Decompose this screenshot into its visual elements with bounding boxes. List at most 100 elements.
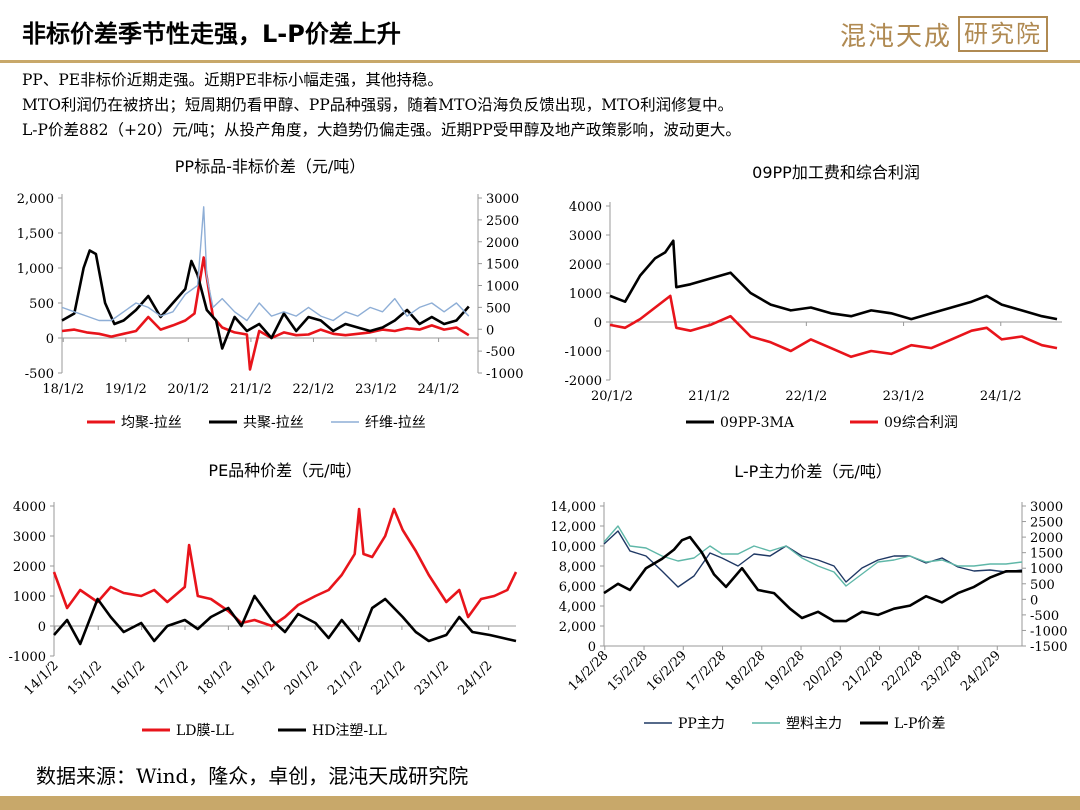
x-tick-label: 16/1/2 bbox=[108, 658, 148, 698]
y-tick-label-left: 0 bbox=[588, 640, 596, 655]
y-tick-label-right: 500 bbox=[486, 301, 511, 316]
x-tick-label: 20/1/2 bbox=[167, 382, 209, 397]
x-tick-label: 20/1/2 bbox=[591, 389, 633, 404]
x-tick-label: 17/1/2 bbox=[152, 658, 192, 698]
x-tick-label: 14/2/28 bbox=[566, 648, 612, 694]
legend-label: 均聚-拉丝 bbox=[121, 415, 182, 431]
y-tick-label-left: 1000 bbox=[569, 287, 602, 302]
y-tick-label-left: 500 bbox=[29, 297, 54, 312]
x-tick-label: 20/1/2 bbox=[282, 658, 322, 698]
y-tick-label-left: 8,000 bbox=[559, 560, 596, 575]
series-line-0 bbox=[603, 530, 1023, 588]
y-tick-label-left: 1,000 bbox=[17, 262, 54, 277]
brand-logo: 混沌天成 研究院 bbox=[840, 12, 1060, 56]
y-tick-label-left: 1000 bbox=[13, 590, 46, 605]
legend-label: PP主力 bbox=[678, 716, 725, 732]
x-tick-label: 24/1/2 bbox=[455, 658, 495, 698]
y-tick-label-left: 6,000 bbox=[559, 580, 596, 595]
y-tick-label-right: 0 bbox=[486, 323, 494, 338]
x-tick-label: 21/1/2 bbox=[688, 389, 730, 404]
x-tick-label: 23/1/2 bbox=[355, 382, 397, 397]
chart-title: PP标品-非标价差（元/吨） bbox=[175, 157, 365, 176]
y-tick-label-left: 3000 bbox=[569, 229, 602, 244]
x-tick-label: 24/2/29 bbox=[958, 648, 1004, 694]
x-tick-label: 22/1/2 bbox=[785, 389, 827, 404]
x-tick-label: 21/1/2 bbox=[230, 382, 272, 397]
x-tick-label: 19/1/2 bbox=[238, 658, 278, 698]
y-tick-label-left: -1000 bbox=[9, 650, 46, 665]
x-tick-label: 24/1/2 bbox=[418, 382, 460, 397]
y-tick-label-right: 2000 bbox=[486, 236, 519, 251]
y-tick-label-left: 2000 bbox=[13, 560, 46, 575]
y-tick-label-left: 4,000 bbox=[559, 600, 596, 615]
series-line-1 bbox=[609, 294, 1058, 359]
x-tick-label: 15/2/28 bbox=[605, 648, 651, 694]
x-tick-label: 21/2/28 bbox=[840, 648, 886, 694]
chart-title: L-P主力价差（元/吨） bbox=[734, 462, 891, 481]
x-tick-label: 23/2/28 bbox=[919, 648, 965, 694]
series-line-2 bbox=[61, 206, 470, 322]
y-tick-label-left: 2,000 bbox=[559, 620, 596, 635]
chart-c4: L-P主力价差（元/吨） 0 2,000 4,000 6,000 8,000 10,000 1… bbox=[551, 462, 1068, 732]
y-tick-label-right: 2500 bbox=[486, 214, 519, 229]
series-line-0 bbox=[52, 507, 518, 628]
x-tick-label: 22/2/28 bbox=[880, 648, 926, 694]
legend-label: 09PP-3MA bbox=[720, 415, 795, 431]
x-tick-label: 19/2/28 bbox=[762, 648, 808, 694]
note-line-1: PP、PE非标价近期走强。近期PE非标小幅走强，其他持稳。 bbox=[22, 71, 443, 89]
chart-title: PE品种价差（元/吨） bbox=[208, 461, 361, 480]
y-tick-label-right: 2000 bbox=[1030, 531, 1063, 546]
x-tick-label: 17/2/28 bbox=[683, 648, 729, 694]
y-tick-label-left: -500 bbox=[25, 367, 54, 382]
chart-title: 09PP加工费和综合利润 bbox=[752, 163, 920, 182]
y-tick-label-left: 3000 bbox=[13, 530, 46, 545]
y-tick-label-right: -1500 bbox=[1030, 640, 1067, 655]
x-tick-label: 18/1/2 bbox=[195, 658, 235, 698]
y-tick-label-right: 1500 bbox=[486, 258, 519, 273]
x-tick-label: 22/1/2 bbox=[369, 658, 409, 698]
x-tick-label: 18/2/28 bbox=[723, 648, 769, 694]
y-tick-label-right: -1000 bbox=[486, 367, 523, 382]
x-tick-label: 22/1/2 bbox=[293, 382, 335, 397]
series-line-1 bbox=[61, 249, 470, 350]
x-tick-label: 19/1/2 bbox=[105, 382, 147, 397]
note-line-3: L-P价差882（+20）元/吨；从投产角度，大趋势仍偏走强。近期PP受甲醇及地… bbox=[22, 121, 741, 139]
chart-c1: PP标品-非标价差（元/吨） -500 0 500 1,000 1,500 2,000 -10… bbox=[17, 157, 524, 431]
x-tick-label: 23/1/2 bbox=[883, 389, 925, 404]
legend-label: HD注塑-LL bbox=[312, 723, 387, 739]
y-tick-label-left: 1,500 bbox=[17, 227, 54, 242]
y-tick-label-left: 4000 bbox=[13, 500, 46, 515]
series-line-1 bbox=[603, 525, 1023, 587]
y-tick-label-left: 0 bbox=[594, 316, 602, 331]
y-tick-label-right: 0 bbox=[1030, 593, 1038, 608]
legend-label: 09综合利润 bbox=[884, 415, 958, 431]
y-tick-label-right: 500 bbox=[1030, 578, 1055, 593]
legend-label: 纤维-拉丝 bbox=[365, 415, 426, 431]
legend-label: 共聚-拉丝 bbox=[243, 415, 304, 431]
x-tick-label: 23/1/2 bbox=[412, 658, 452, 698]
y-tick-label-right: -500 bbox=[1030, 609, 1059, 624]
y-tick-label-left: 4000 bbox=[569, 200, 602, 215]
header-divider bbox=[0, 60, 1080, 63]
x-tick-label: 16/2/29 bbox=[644, 648, 690, 694]
legend-label: L-P价差 bbox=[894, 716, 945, 732]
series-line-2 bbox=[603, 535, 1022, 623]
commentary: PP、PE非标价近期走强。近期PE非标小幅走强，其他持稳。 MTO利润仍在被挤出… bbox=[22, 68, 1062, 143]
data-source: 数据来源：Wind，隆众，卓创，混沌天成研究院 bbox=[36, 764, 469, 788]
note-line-2: MTO利润仍在被挤出；短周期仍看甲醇、PP品种强弱，随着MTO沿海负反馈出现，M… bbox=[22, 96, 734, 114]
legend-label: 塑料主力 bbox=[786, 716, 842, 732]
y-tick-label-right: -500 bbox=[486, 345, 515, 360]
logo-box-text: 研究院 bbox=[958, 16, 1049, 52]
x-tick-label: 15/1/2 bbox=[65, 658, 105, 698]
y-tick-label-left: -2000 bbox=[565, 374, 602, 389]
series-line-0 bbox=[609, 239, 1058, 321]
y-tick-label-right: 3000 bbox=[486, 192, 519, 207]
x-tick-label: 24/1/2 bbox=[980, 389, 1022, 404]
y-tick-label-right: 1500 bbox=[1030, 547, 1063, 562]
y-tick-label-right: 3000 bbox=[1030, 500, 1063, 515]
chart-c2: 09PP加工费和综合利润 -2000 -1000 0 1000 2000 3000 4000 2… bbox=[565, 163, 1062, 431]
y-tick-label-left: 0 bbox=[38, 620, 46, 635]
header: 非标价差季节性走强，L-P价差上升 混沌天成 研究院 bbox=[0, 0, 1080, 63]
